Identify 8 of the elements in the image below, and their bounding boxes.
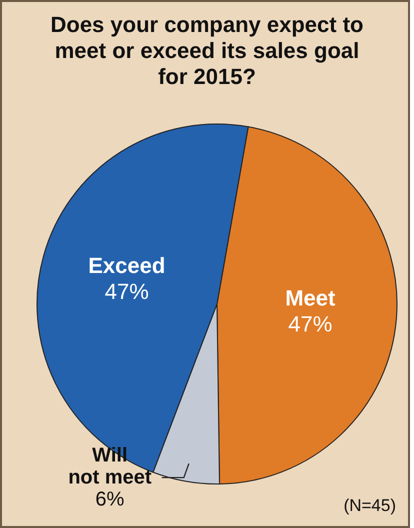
text: (N=45) <box>344 496 396 516</box>
data-label: 47% <box>288 312 332 337</box>
chart-title: Does your company expect to meet or exceed its sales goal for 2015? <box>50 12 364 90</box>
data-label: 6% <box>95 488 125 511</box>
slice-label: Meet <box>285 286 336 311</box>
slice-label: Will not meet <box>68 444 152 489</box>
data-label: 47% <box>104 279 149 304</box>
slice-label: Exceed <box>88 253 166 278</box>
